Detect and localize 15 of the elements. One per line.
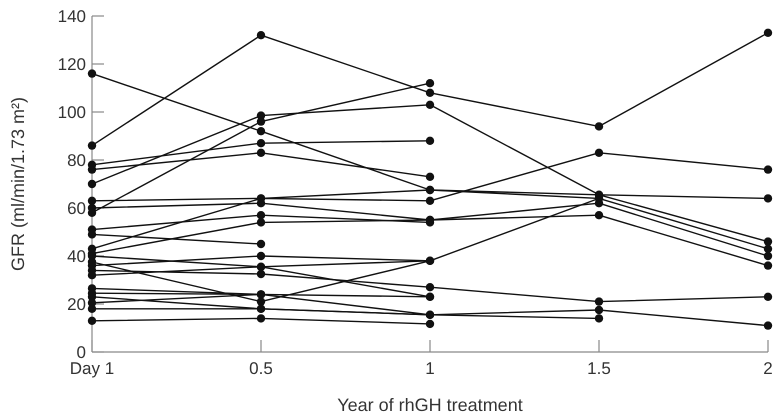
x-tick-label: Day 1 (70, 359, 114, 378)
x-tick-label: 1 (425, 359, 435, 378)
y-axis-title: GFR (ml/min/1.73 m²) (8, 96, 28, 272)
y-tick-label: 100 (58, 102, 86, 122)
y-tick-label: 0 (76, 342, 86, 362)
x-tick-label: 2 (763, 359, 773, 378)
y-tick-label: 140 (58, 6, 86, 26)
x-tick-label: 0.5 (249, 359, 273, 378)
x-axis-title: Year of rhGH treatment (337, 395, 523, 415)
y-tick-label: 20 (67, 294, 86, 314)
y-tick-label: 60 (67, 198, 86, 218)
x-tick-label: 1.5 (587, 359, 611, 378)
y-tick-label: 40 (67, 246, 86, 266)
y-tick-label: 120 (58, 54, 86, 74)
y-tick-label: 80 (67, 150, 86, 170)
